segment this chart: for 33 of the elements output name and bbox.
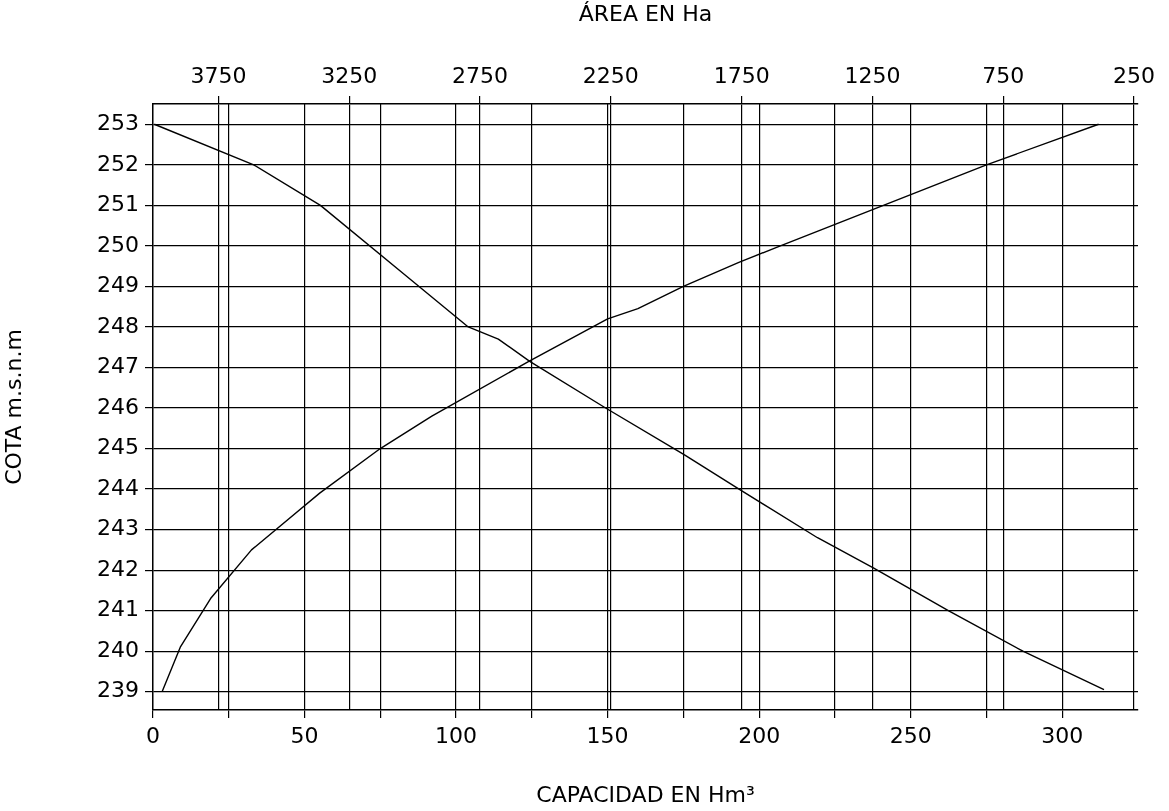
y-tick-label: 240 <box>97 636 139 662</box>
x2-tick-label: 2250 <box>582 62 639 88</box>
x-tick-label: 150 <box>586 722 629 748</box>
x-tick-label: 100 <box>435 722 478 748</box>
y-tick-label: 252 <box>97 150 139 176</box>
y-tick-label: 242 <box>97 555 139 581</box>
x2-tick-label: 3750 <box>190 62 247 88</box>
y-tick-label: 244 <box>97 474 139 500</box>
x2-tick-label: 1250 <box>844 62 901 88</box>
x-axis-title: CAPACIDAD EN Hm³ <box>536 781 755 807</box>
y-tick-label: 245 <box>97 434 139 460</box>
y-tick-label: 243 <box>97 515 139 541</box>
x-tick-label: 0 <box>146 722 160 748</box>
y-tick-label: 247 <box>97 353 139 379</box>
x-tick-label: 50 <box>290 722 319 748</box>
x2-tick-label: 750 <box>982 62 1025 88</box>
y-tick-label: 248 <box>97 312 139 338</box>
y-tick-label: 253 <box>97 109 139 135</box>
x2-tick-label: 1750 <box>713 62 770 88</box>
x-tick-label: 200 <box>738 722 781 748</box>
x-tick-label: 250 <box>889 722 932 748</box>
y-tick-label: 250 <box>97 231 139 257</box>
x2-tick-label: 3250 <box>321 62 378 88</box>
x2-tick-label: 2750 <box>452 62 509 88</box>
y-tick-label: 251 <box>97 191 139 217</box>
y-tick-label: 239 <box>97 677 139 703</box>
y-tick-label: 241 <box>97 596 139 622</box>
y-axis-title: COTA m.s.n.m <box>0 329 26 485</box>
x-tick-label: 300 <box>1041 722 1084 748</box>
y-tick-label: 246 <box>97 393 139 419</box>
y-tick-label: 249 <box>97 272 139 298</box>
x2-axis-title: ÁREA EN Ha <box>578 0 713 26</box>
x2-tick-label: 250 <box>1113 62 1156 88</box>
